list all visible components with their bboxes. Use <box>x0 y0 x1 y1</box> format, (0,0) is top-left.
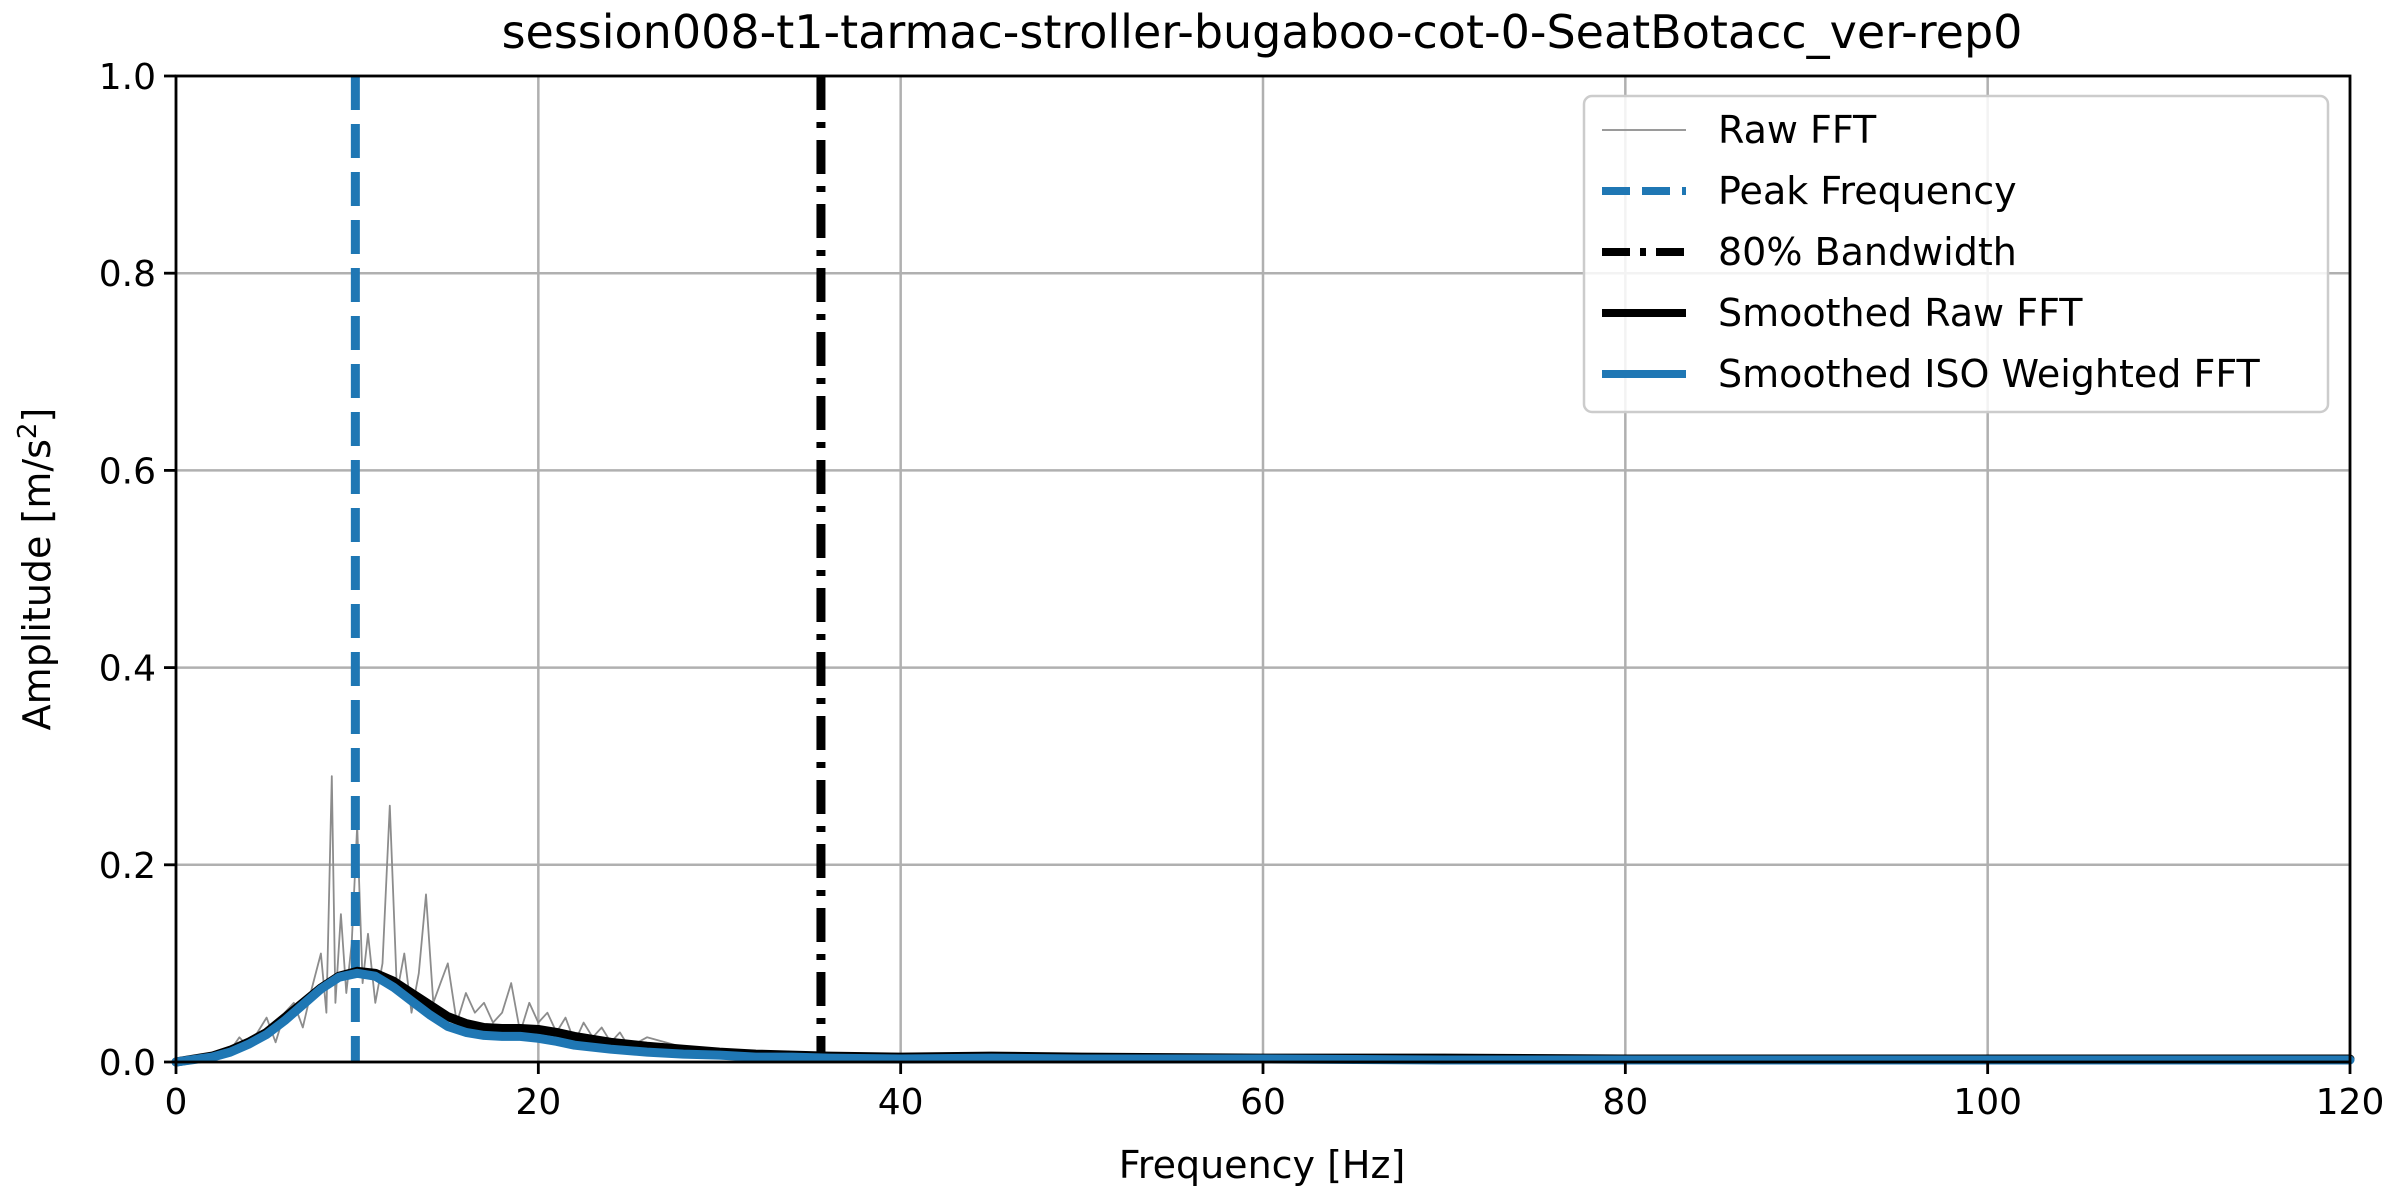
legend: Raw FFT Peak Frequency 80% Bandwidth Smooth… <box>1582 94 2330 414</box>
x-tick-label: 40 <box>878 1082 924 1123</box>
y-tick-label: 0.6 <box>99 451 156 492</box>
y-tick-label: 0.4 <box>99 649 156 690</box>
y-tick-label: 0.8 <box>99 254 156 295</box>
x-tick-label: 120 <box>2316 1082 2385 1123</box>
x-tick-label: 0 <box>165 1082 188 1123</box>
y-tick-label: 0.2 <box>99 846 156 887</box>
x-tick-label: 100 <box>1953 1082 2022 1123</box>
legend-label: Smoothed ISO Weighted FFT <box>1718 352 2261 396</box>
legend-label: 80% Bandwidth <box>1718 230 2017 274</box>
series-layer <box>171 76 2355 1067</box>
chart-title: session008-t1-tarmac-stroller-bugaboo-co… <box>502 5 2023 59</box>
legend-label: Raw FFT <box>1718 108 1877 152</box>
y-axis-label: Amplitude [m/s2] <box>13 408 59 731</box>
legend-label: Smoothed Raw FFT <box>1718 291 2083 335</box>
ticks: 0 20 40 60 80 100 120 0.0 0.2 0.4 0.6 0.8 1.0 <box>99 57 2385 1123</box>
y-tick-label: 0.0 <box>99 1043 156 1084</box>
x-tick-label: 80 <box>1602 1082 1648 1123</box>
x-tick-label: 60 <box>1240 1082 1286 1123</box>
x-axis-label: Frequency [Hz] <box>1119 1143 1406 1187</box>
legend-label: Peak Frequency <box>1718 169 2017 213</box>
smoothed-iso-fft-line <box>171 968 2355 1067</box>
legend-box <box>1582 94 2330 414</box>
x-tick-label: 20 <box>515 1082 561 1123</box>
y-tick-label: 1.0 <box>99 57 156 98</box>
